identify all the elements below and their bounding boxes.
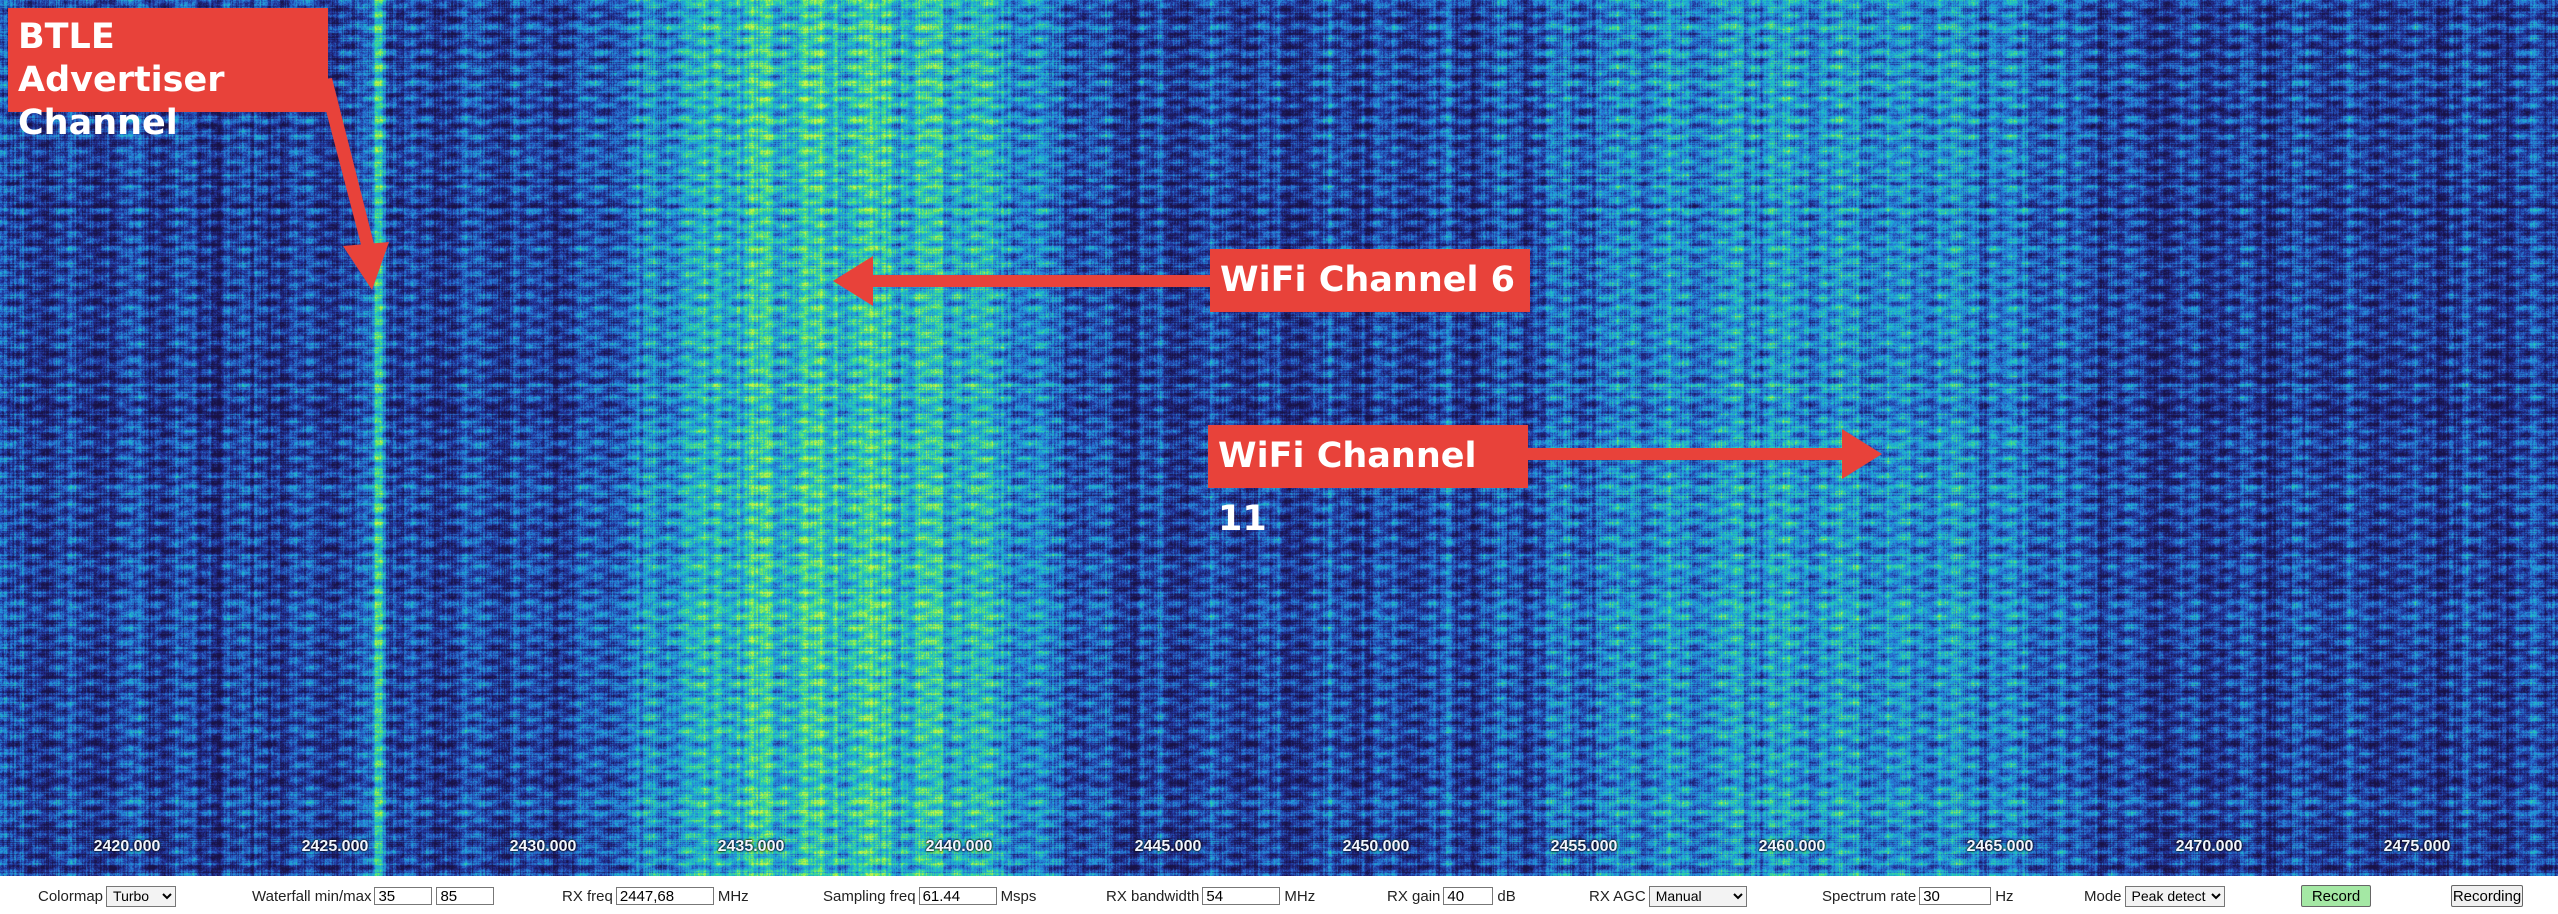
mode-control: Mode Peak detect (2084, 885, 2225, 907)
spectrum-rate-label: Spectrum rate (1822, 887, 1917, 905)
freq-label-2435: 2435.000 (717, 838, 785, 855)
rx-bandwidth-unit: MHz (1284, 887, 1316, 905)
rx-agc-control: RX AGC Manual (1589, 885, 1747, 907)
rx-agc-select[interactable]: Manual (1648, 885, 1747, 907)
freq-label-2465: 2465.000 (1966, 838, 2034, 855)
sampling-freq-control: Sampling freq Msps (823, 885, 1036, 907)
recording-button[interactable]: Recording (2451, 885, 2523, 907)
freq-label-2420: 2420.000 (93, 838, 161, 855)
freq-label-2460: 2460.000 (1758, 838, 1826, 855)
sampling-freq-input[interactable] (918, 887, 997, 905)
spectrum-rate-unit: Hz (1995, 887, 2014, 905)
waterfall-min-input[interactable] (374, 887, 433, 905)
btle-advertiser-callout: BTLE Advertiser Channel (8, 8, 328, 143)
colormap-label: Colormap (38, 887, 104, 905)
waterfall-minmax-control: Waterfall min/max (252, 885, 495, 907)
wifi-channel-11-callout: WiFi Channel 11 (1208, 425, 1528, 539)
rx-gain-input[interactable] (1443, 887, 1494, 905)
btle-callout-line2: Channel (18, 103, 178, 143)
rx-freq-control: RX freq MHz (562, 885, 749, 907)
rx-freq-input[interactable] (615, 887, 714, 905)
rx-gain-control: RX gain dB (1387, 885, 1516, 907)
btle-callout-line1: BTLE Advertiser (18, 17, 225, 100)
mode-select[interactable]: Peak detect (2124, 885, 2225, 907)
waterfall-minmax-label: Waterfall min/max (252, 887, 372, 905)
rx-freq-unit: MHz (717, 887, 749, 905)
spectrum-rate-input[interactable] (1919, 887, 1992, 905)
waterfall-max-input[interactable] (436, 887, 495, 905)
waterfall-display: 2420.000 2425.000 2430.000 2435.000 2440… (0, 0, 2558, 876)
sampling-freq-label: Sampling freq (823, 887, 916, 905)
freq-label-2475: 2475.000 (2383, 838, 2451, 855)
spectrum-rate-control: Spectrum rate Hz (1822, 885, 2014, 907)
freq-label-2440: 2440.000 (925, 838, 993, 855)
freq-label-2470: 2470.000 (2175, 838, 2243, 855)
rx-freq-label: RX freq (562, 887, 613, 905)
freq-label-2455: 2455.000 (1550, 838, 1618, 855)
freq-label-2445: 2445.000 (1134, 838, 1202, 855)
wifi-channel-6-callout: WiFi Channel 6 (1210, 249, 1530, 312)
control-bar: Colormap Turbo Waterfall min/max RX freq… (0, 876, 2558, 914)
rx-agc-label: RX AGC (1589, 887, 1646, 905)
freq-label-2450: 2450.000 (1342, 838, 1410, 855)
freq-label-2430: 2430.000 (509, 838, 577, 855)
rx-bandwidth-input[interactable] (1202, 887, 1281, 905)
rx-bandwidth-control: RX bandwidth MHz (1106, 885, 1315, 907)
colormap-control: Colormap Turbo (38, 885, 177, 907)
rx-gain-unit: dB (1497, 887, 1516, 905)
rx-gain-label: RX gain (1387, 887, 1441, 905)
sampling-freq-unit: Msps (1000, 887, 1037, 905)
mode-label: Mode (2084, 887, 2122, 905)
record-button[interactable]: Record (2301, 885, 2371, 907)
freq-label-2425: 2425.000 (301, 838, 369, 855)
colormap-select[interactable]: Turbo (106, 885, 177, 907)
rx-bandwidth-label: RX bandwidth (1106, 887, 1200, 905)
